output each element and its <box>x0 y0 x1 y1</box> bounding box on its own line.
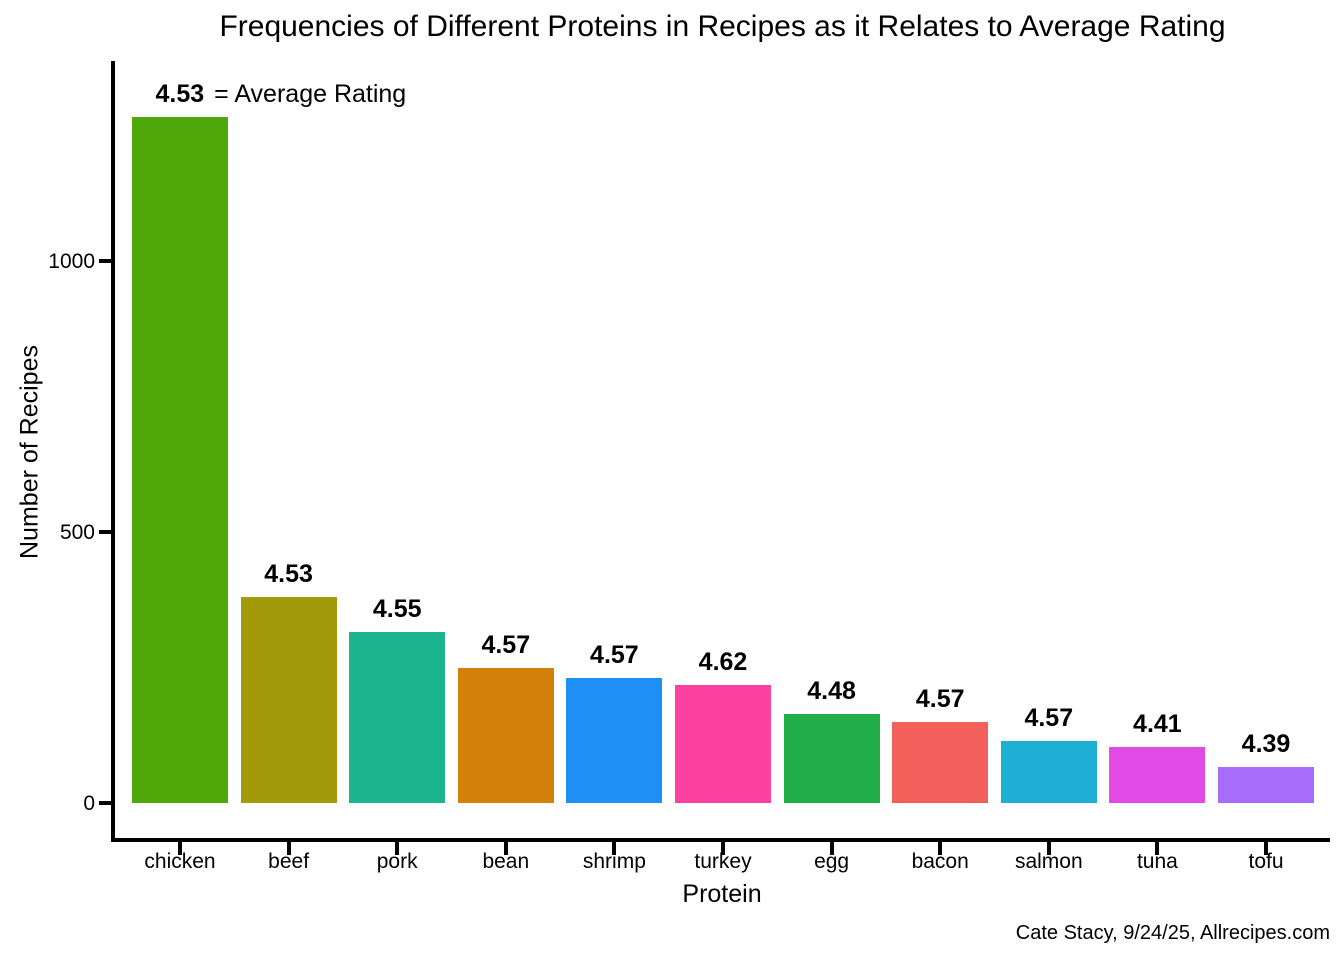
x-tick <box>178 842 182 855</box>
x-tick-label-tuna: tuna <box>1136 850 1178 873</box>
bar-value-label-egg: 4.48 <box>807 676 856 705</box>
bar-value-label-chicken: 4.53 = Average Rating <box>156 79 407 109</box>
bar-bean <box>457 667 554 803</box>
y-tick-label: 500 <box>59 520 95 544</box>
annotation-rating-value: 4.53 <box>155 80 205 109</box>
bar-value-label-salmon: 4.57 <box>1024 703 1074 732</box>
x-tick-label-turkey: turkey <box>694 850 752 873</box>
y-axis-line <box>111 61 115 842</box>
y-tick <box>99 801 111 805</box>
x-tick <box>938 842 943 855</box>
y-tick-label: 0 <box>83 791 95 815</box>
bar-value-label-bacon: 4.57 <box>915 684 965 713</box>
x-tick <box>1264 842 1268 855</box>
bar-beef <box>240 597 337 803</box>
bar-value-label-beef: 4.53 <box>264 560 313 589</box>
x-tick-label-tofu: tofu <box>1248 850 1284 873</box>
annotation-suffix: = Average Rating <box>214 80 407 109</box>
x-tick <box>286 842 291 855</box>
bar-tuna <box>1109 747 1206 803</box>
bar-salmon <box>1000 740 1097 803</box>
footer-credit: Cate Stacy, 9/24/25, Allrecipes.com <box>1015 922 1330 944</box>
x-tick-label-salmon: salmon <box>1014 850 1083 873</box>
x-tick-label-chicken: chicken <box>144 850 216 873</box>
x-axis-title: Protein <box>682 880 762 908</box>
bar-value-label-pork: 4.55 <box>372 595 422 624</box>
y-axis-title: Number of Recipes <box>15 345 44 559</box>
y-tick <box>99 259 111 263</box>
x-tick <box>1046 842 1051 855</box>
bar-chicken <box>132 117 228 803</box>
x-tick-label-egg: egg <box>814 850 850 873</box>
x-tick-label-shrimp: shrimp <box>582 850 646 873</box>
bar-tofu <box>1218 767 1314 803</box>
bar-value-label-turkey: 4.62 <box>698 647 748 676</box>
x-tick <box>721 842 725 855</box>
x-tick-label-pork: pork <box>376 850 418 873</box>
chart-title: Frequencies of Different Proteins in Rec… <box>219 10 1226 43</box>
bar-value-label-bean: 4.57 <box>481 630 531 659</box>
y-tick <box>99 530 111 534</box>
y-tick-label: 1000 <box>48 249 95 273</box>
bar-value-label-tuna: 4.41 <box>1133 710 1182 739</box>
x-axis-line <box>111 838 1330 842</box>
x-tick-label-bacon: bacon <box>911 850 969 873</box>
bar-egg <box>783 713 880 803</box>
x-tick <box>612 842 617 855</box>
bar-pork <box>349 632 446 803</box>
x-tick <box>829 842 834 855</box>
bar-shrimp <box>566 678 663 803</box>
bar-bacon <box>892 721 989 803</box>
x-tick-label-beef: beef <box>268 850 310 873</box>
x-tick <box>395 842 400 855</box>
bar-value-label-tofu: 4.39 <box>1241 730 1291 759</box>
bar-turkey <box>675 684 771 803</box>
bar-value-label-shrimp: 4.57 <box>590 641 639 670</box>
x-tick <box>1155 842 1160 855</box>
x-tick <box>503 842 508 855</box>
x-tick-label-bean: bean <box>482 850 530 873</box>
